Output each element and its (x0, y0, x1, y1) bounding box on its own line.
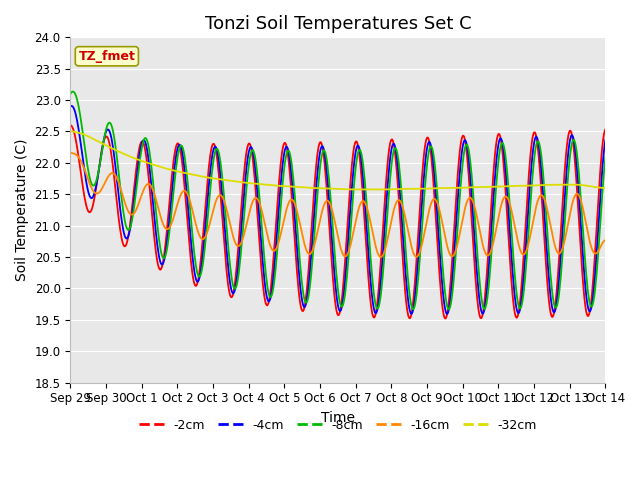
-2cm (207, 149, 214, 155)
-16cm (435, 205, 443, 211)
-16cm (67, 150, 74, 156)
-4cm (444, 311, 451, 317)
-32cm (554, 182, 561, 188)
-8cm (382, 227, 390, 233)
Line: -16cm: -16cm (70, 153, 605, 257)
-8cm (68, 89, 76, 95)
-32cm (435, 185, 443, 191)
-32cm (67, 129, 74, 134)
-16cm (330, 213, 337, 218)
-4cm (67, 103, 75, 109)
-8cm (435, 213, 443, 218)
-4cm (435, 238, 443, 244)
-32cm (378, 187, 386, 192)
Y-axis label: Soil Temperature (C): Soil Temperature (C) (15, 139, 29, 281)
X-axis label: Time: Time (321, 411, 355, 425)
Line: -2cm: -2cm (70, 125, 605, 318)
Text: TZ_fmet: TZ_fmet (79, 50, 135, 63)
Title: Tonzi Soil Temperatures Set C: Tonzi Soil Temperatures Set C (205, 15, 471, 33)
-2cm (554, 283, 561, 288)
-8cm (445, 307, 452, 312)
-32cm (382, 187, 390, 192)
Line: -4cm: -4cm (70, 106, 605, 314)
Line: -32cm: -32cm (70, 132, 605, 190)
-16cm (602, 237, 609, 243)
-2cm (381, 187, 389, 192)
-2cm (435, 253, 442, 259)
-8cm (602, 154, 609, 159)
-8cm (67, 91, 74, 96)
-2cm (330, 282, 337, 288)
-8cm (330, 244, 338, 250)
-2cm (67, 122, 74, 128)
Legend: -2cm, -4cm, -8cm, -16cm, -32cm: -2cm, -4cm, -8cm, -16cm, -32cm (134, 414, 542, 437)
-16cm (207, 216, 214, 222)
Line: -8cm: -8cm (70, 92, 605, 310)
-32cm (330, 186, 337, 192)
-4cm (554, 290, 562, 296)
-8cm (554, 299, 562, 305)
-4cm (185, 210, 193, 216)
-4cm (67, 104, 74, 109)
-4cm (602, 137, 609, 143)
-16cm (382, 242, 390, 248)
-2cm (602, 126, 609, 132)
-8cm (208, 172, 216, 178)
-4cm (208, 157, 216, 163)
-2cm (184, 224, 191, 229)
-32cm (207, 175, 214, 181)
-4cm (330, 268, 338, 274)
-16cm (554, 249, 561, 254)
-8cm (185, 189, 193, 195)
-16cm (377, 254, 385, 260)
-4cm (382, 202, 390, 208)
-16cm (184, 192, 191, 198)
-2cm (442, 315, 449, 321)
-32cm (602, 185, 609, 191)
-32cm (184, 171, 191, 177)
